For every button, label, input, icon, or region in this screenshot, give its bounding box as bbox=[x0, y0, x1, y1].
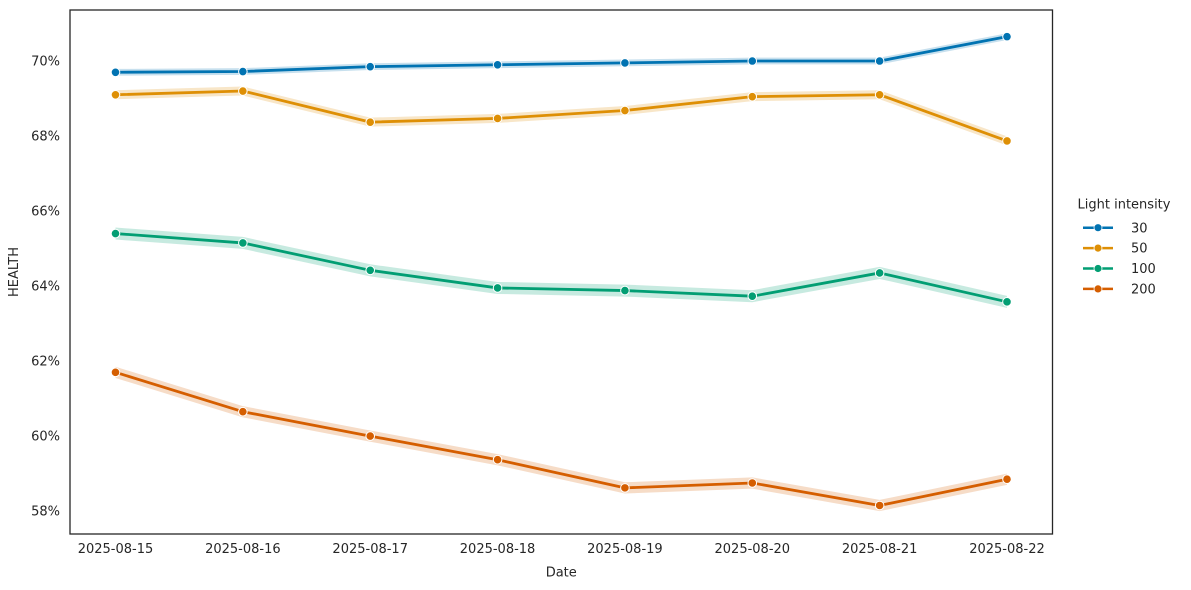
series-line-200 bbox=[114, 370, 1009, 507]
series-line-30 bbox=[114, 35, 1009, 74]
data-point-marker bbox=[110, 67, 121, 78]
data-point-marker bbox=[620, 105, 630, 116]
series-band-200 bbox=[115, 366, 1007, 512]
legend-entry-100: 100 bbox=[1083, 262, 1156, 277]
x-axis-label: Date bbox=[546, 566, 577, 581]
legend-marker bbox=[1093, 243, 1103, 253]
plot-border bbox=[69, 9, 1054, 535]
data-point-marker bbox=[874, 89, 885, 100]
legend-entry-label: 100 bbox=[1131, 262, 1156, 277]
data-point-marker bbox=[874, 268, 885, 278]
y-axis-label: HEALTH bbox=[7, 247, 22, 297]
data-point-marker bbox=[365, 265, 376, 276]
data-point-marker bbox=[365, 117, 376, 127]
data-point-marker bbox=[620, 483, 630, 493]
y-tick-label: 66% bbox=[31, 205, 60, 220]
data-point-marker bbox=[110, 89, 121, 100]
x-tick-label: 2025-08-16 bbox=[205, 542, 281, 557]
x-tick-label: 2025-08-21 bbox=[842, 542, 918, 557]
legend-marker bbox=[1093, 284, 1103, 294]
x-tick-label: 2025-08-20 bbox=[715, 542, 791, 557]
legend-entry-200: 200 bbox=[1083, 283, 1156, 298]
data-point-marker bbox=[620, 58, 630, 68]
data-point-marker bbox=[365, 431, 376, 441]
data-point-marker bbox=[238, 66, 248, 77]
legend-entry-label: 30 bbox=[1131, 221, 1148, 236]
data-point-marker bbox=[620, 285, 630, 296]
data-point-marker bbox=[874, 500, 885, 511]
x-tick-label: 2025-08-17 bbox=[332, 542, 408, 557]
y-tick-label: 58% bbox=[31, 505, 60, 520]
legend-entry-50: 50 bbox=[1083, 242, 1148, 257]
y-tick-label: 70% bbox=[31, 55, 60, 70]
legend-title: Light intensity bbox=[1078, 198, 1171, 213]
legend: Light intensity 30 50 100 200 bbox=[1078, 198, 1171, 298]
data-point-marker bbox=[110, 228, 121, 239]
series-band-100 bbox=[115, 227, 1007, 308]
data-point-marker bbox=[1002, 474, 1012, 485]
legend-entry-30: 30 bbox=[1083, 221, 1148, 236]
data-point-marker bbox=[492, 454, 503, 465]
data-point-marker bbox=[1002, 297, 1012, 307]
data-point-marker bbox=[492, 283, 503, 293]
data-point-marker bbox=[1002, 31, 1012, 42]
y-tick-label: 62% bbox=[31, 355, 60, 370]
series-band-30 bbox=[115, 33, 1007, 76]
x-tick-label: 2025-08-19 bbox=[587, 542, 663, 557]
legend-marker bbox=[1093, 223, 1103, 233]
data-point-marker bbox=[365, 61, 376, 72]
data-point-marker bbox=[747, 56, 758, 66]
legend-entry-label: 50 bbox=[1131, 242, 1148, 257]
y-tick-label: 68% bbox=[31, 130, 60, 145]
data-point-marker bbox=[110, 367, 121, 378]
data-point-marker bbox=[238, 406, 248, 417]
y-tick-label: 64% bbox=[31, 280, 60, 295]
series-line-100 bbox=[114, 232, 1009, 304]
data-point-marker bbox=[238, 238, 248, 248]
y-tick-label: 60% bbox=[31, 430, 60, 445]
data-point-marker bbox=[1002, 136, 1012, 146]
data-point-marker bbox=[747, 478, 758, 488]
data-point-marker bbox=[747, 291, 758, 301]
x-tick-label: 2025-08-22 bbox=[969, 542, 1045, 557]
x-tick-label: 2025-08-15 bbox=[78, 542, 154, 557]
series-line-50 bbox=[114, 89, 1009, 143]
legend-entry-label: 200 bbox=[1131, 283, 1156, 298]
legend-marker bbox=[1093, 264, 1103, 273]
data-point-marker bbox=[492, 113, 503, 124]
series-band-50 bbox=[115, 86, 1007, 146]
data-point-marker bbox=[874, 56, 885, 66]
data-point-marker bbox=[238, 86, 248, 96]
data-point-marker bbox=[747, 91, 758, 102]
x-tick-label: 2025-08-18 bbox=[460, 542, 536, 557]
data-point-marker bbox=[492, 59, 503, 70]
